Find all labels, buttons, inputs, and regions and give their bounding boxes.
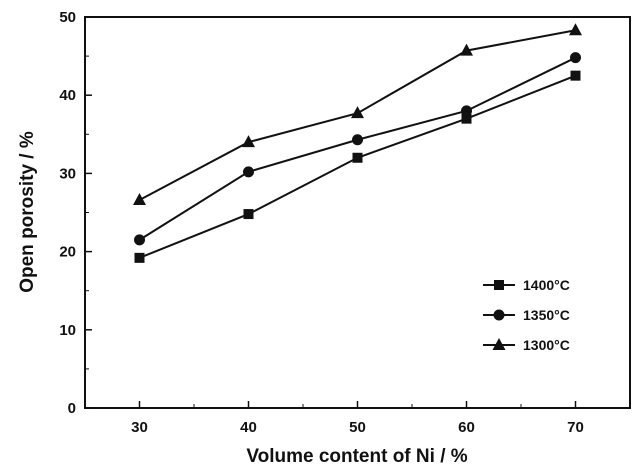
- square-marker-1400-30: [134, 252, 145, 263]
- legend-marker-1300: [492, 338, 506, 350]
- legend-item-1350: 1350°C: [483, 307, 570, 323]
- x-tick-label-60: 60: [458, 419, 475, 436]
- y-tick-label-0: 0: [68, 400, 76, 417]
- triangle-marker-1300-50: [351, 106, 364, 119]
- triangle-marker-1300-30: [133, 192, 146, 205]
- square-marker-1400-60: [461, 113, 472, 124]
- axis-tick-labels: 30 40 50 60 70 0 10 20 30 40 50: [59, 9, 584, 436]
- x-tick-label-40: 40: [240, 419, 257, 436]
- y-tick-label-20: 20: [59, 244, 76, 261]
- legend: 1400°C 1350°C 1300°C: [483, 277, 570, 353]
- legend-label-1400: 1400°C: [523, 277, 570, 293]
- circle-marker-1350-60: [461, 105, 472, 117]
- circle-marker-1350-70: [570, 52, 581, 64]
- legend-marker-1350: [493, 309, 505, 321]
- x-axis-title: Volume content of Ni / %: [246, 446, 467, 467]
- square-marker-1400-50: [352, 152, 363, 163]
- y-tick-label-10: 10: [59, 322, 76, 339]
- circle-marker-1350-50: [352, 134, 363, 146]
- x-tick-label-50: 50: [349, 419, 366, 436]
- triangle-marker-1300-60: [460, 43, 473, 56]
- legend-marker-1400: [494, 280, 504, 290]
- square-marker-1400-40: [243, 209, 254, 220]
- series-1350: [134, 52, 581, 246]
- y-tick-label-30: 30: [59, 165, 76, 182]
- x-tick-label-70: 70: [567, 419, 584, 436]
- circle-marker-1350-40: [243, 166, 254, 178]
- circle-marker-1350-30: [134, 234, 145, 246]
- series-1400: [134, 70, 581, 263]
- axis-ticks: [84, 16, 631, 409]
- y-tick-label-50: 50: [59, 9, 76, 26]
- x-tick-label-30: 30: [131, 419, 148, 436]
- legend-label-1300: 1300°C: [523, 337, 570, 353]
- triangle-marker-1300-40: [242, 135, 255, 148]
- y-tick-label-40: 40: [59, 87, 76, 104]
- legend-item-1300: 1300°C: [483, 337, 570, 353]
- y-axis-title: Open porosity / %: [17, 131, 38, 293]
- triangle-marker-1300-70: [569, 23, 582, 36]
- series-1300: [133, 23, 582, 205]
- data-series: [133, 23, 582, 263]
- series-line-1350: [138, 56, 576, 241]
- legend-label-1350: 1350°C: [523, 307, 570, 323]
- series-line-1400: [139, 74, 576, 259]
- legend-item-1400: 1400°C: [483, 277, 570, 293]
- square-marker-1400-70: [570, 70, 581, 81]
